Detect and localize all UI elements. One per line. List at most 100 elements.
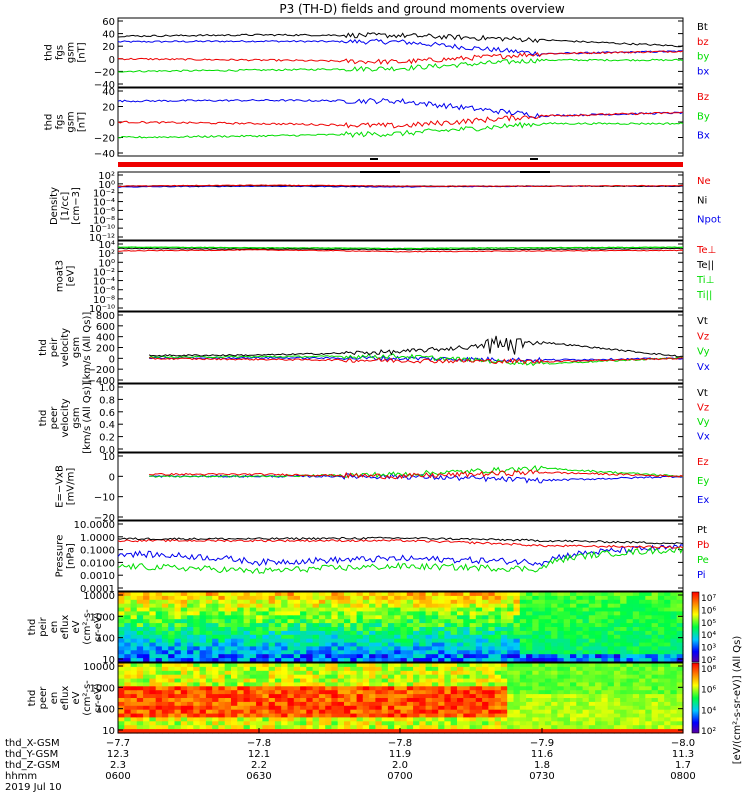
heatmap-cell bbox=[268, 638, 276, 644]
heatmap-cell bbox=[488, 615, 496, 620]
heatmap-cell bbox=[595, 705, 602, 711]
heatmap-cell bbox=[149, 721, 157, 726]
heatmap-cell bbox=[199, 638, 207, 644]
heatmap-cell bbox=[149, 694, 157, 699]
heatmap-cell bbox=[187, 658, 194, 663]
heatmap-cell bbox=[337, 634, 345, 640]
heatmap-cell bbox=[300, 729, 307, 734]
heatmap-cell bbox=[488, 658, 496, 663]
heatmap-cell bbox=[632, 638, 640, 644]
heatmap-cell bbox=[118, 638, 125, 644]
heatmap-cell bbox=[268, 634, 276, 640]
heatmap-cell bbox=[425, 658, 433, 663]
heatmap-cell bbox=[262, 611, 270, 616]
heatmap-cell bbox=[375, 642, 383, 648]
heatmap-cell bbox=[325, 666, 333, 672]
heatmap-cell bbox=[243, 663, 251, 668]
heatmap-cell bbox=[588, 725, 596, 730]
y-tick-label: 800 bbox=[96, 311, 115, 322]
heatmap-cell bbox=[551, 721, 559, 726]
heatmap-cell bbox=[588, 623, 596, 628]
heatmap-cell bbox=[601, 619, 609, 624]
heatmap-cell bbox=[281, 607, 289, 613]
series-line-Pi bbox=[117, 544, 684, 567]
heatmap-cell bbox=[256, 619, 263, 624]
heatmap-cell bbox=[544, 595, 552, 601]
heatmap-cell bbox=[356, 650, 364, 655]
heatmap-cell bbox=[187, 650, 194, 655]
heatmap-cell bbox=[670, 694, 678, 699]
heatmap-cell bbox=[676, 666, 684, 672]
heatmap-cell bbox=[588, 654, 596, 659]
heatmap-cell bbox=[532, 592, 540, 597]
heatmap-cell bbox=[400, 705, 408, 711]
heatmap-cell bbox=[387, 638, 395, 644]
heatmap-cell bbox=[199, 623, 207, 628]
x-tick-label: 2.0 bbox=[392, 760, 408, 771]
heatmap-cell bbox=[413, 615, 420, 620]
heatmap-cell bbox=[356, 694, 364, 699]
heatmap-cell bbox=[243, 603, 251, 609]
heatmap-cell bbox=[645, 658, 653, 663]
heatmap-cell bbox=[620, 670, 628, 676]
heatmap-cell bbox=[645, 694, 653, 699]
heatmap-cell bbox=[161, 595, 169, 601]
heatmap-cell bbox=[237, 607, 245, 613]
heatmap-cell bbox=[463, 674, 471, 680]
heatmap-cell bbox=[243, 674, 251, 680]
heatmap-cell bbox=[500, 646, 508, 651]
legend-label: Ti|| bbox=[696, 290, 712, 301]
heatmap-cell bbox=[155, 654, 163, 659]
heatmap-cell bbox=[670, 666, 678, 672]
heatmap-cell bbox=[406, 638, 414, 644]
heatmap-cell bbox=[287, 705, 295, 711]
heatmap-cell bbox=[205, 729, 213, 734]
heatmap-cell bbox=[262, 725, 270, 730]
heatmap-cell bbox=[193, 603, 201, 609]
heatmap-cell bbox=[262, 619, 270, 624]
heatmap-cell bbox=[224, 666, 232, 672]
heatmap-cell bbox=[482, 623, 489, 628]
heatmap-cell bbox=[475, 670, 483, 676]
heatmap-cell bbox=[475, 650, 483, 655]
heatmap-cell bbox=[538, 674, 546, 680]
heatmap-cell bbox=[362, 619, 370, 624]
heatmap-cell bbox=[457, 690, 464, 695]
heatmap-cell bbox=[519, 698, 527, 703]
series-line-Ez bbox=[148, 469, 684, 480]
heatmap-cell bbox=[362, 634, 370, 640]
heatmap-cell bbox=[544, 650, 552, 655]
heatmap-cell bbox=[526, 686, 533, 691]
heatmap-cell bbox=[130, 663, 138, 668]
heatmap-cell bbox=[344, 729, 351, 734]
heatmap-cell bbox=[224, 705, 232, 711]
heatmap-cell bbox=[268, 686, 276, 691]
heatmap-cell bbox=[657, 682, 665, 687]
heatmap-cell bbox=[406, 658, 414, 663]
heatmap-cell bbox=[639, 638, 646, 644]
heatmap-cell bbox=[174, 607, 182, 613]
heatmap-cell bbox=[281, 642, 289, 648]
heatmap-cell bbox=[488, 634, 496, 640]
heatmap-cell bbox=[657, 658, 665, 663]
heatmap-cell bbox=[130, 599, 138, 605]
heatmap-cell bbox=[256, 611, 263, 616]
heatmap-cell bbox=[262, 729, 270, 734]
heatmap-cell bbox=[620, 623, 628, 628]
heatmap-cell bbox=[337, 666, 345, 672]
heatmap-cell bbox=[293, 701, 301, 707]
heatmap-cell bbox=[394, 674, 402, 680]
heatmap-cell bbox=[218, 682, 226, 687]
heatmap-cell bbox=[124, 686, 132, 691]
heatmap-cell bbox=[174, 725, 182, 730]
heatmap-cell bbox=[325, 713, 333, 719]
heatmap-cell bbox=[262, 682, 270, 687]
heatmap-cell bbox=[551, 642, 559, 648]
heatmap-cell bbox=[381, 634, 389, 640]
heatmap-cell bbox=[513, 701, 521, 707]
heatmap-cell bbox=[563, 623, 571, 628]
heatmap-cell bbox=[488, 682, 496, 687]
heatmap-cell bbox=[312, 713, 320, 719]
heatmap-cell bbox=[212, 682, 220, 687]
legend-label: Bx bbox=[697, 131, 710, 142]
